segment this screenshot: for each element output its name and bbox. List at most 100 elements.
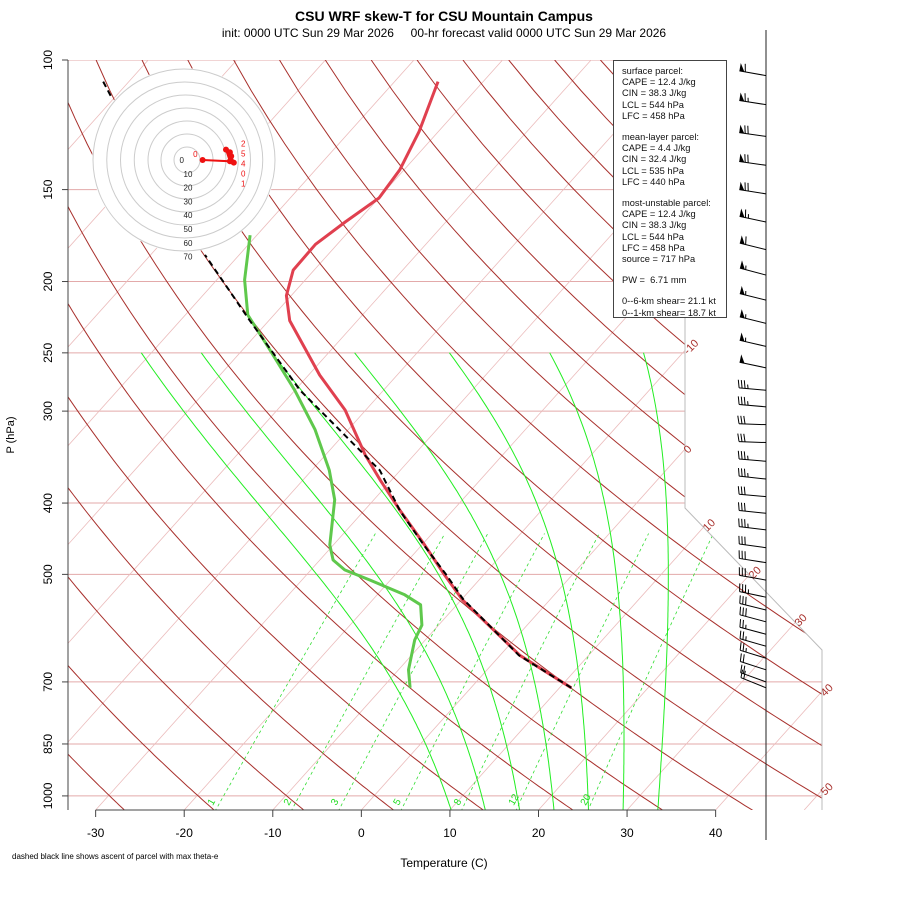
x-tick-label: 30 [620, 826, 634, 840]
hodograph-ring [147, 120, 227, 200]
hodograph-ring-label: 0 [180, 156, 185, 165]
moist-adiabat [448, 352, 589, 810]
wind-barb [738, 567, 767, 581]
wind-barb-feather [743, 451, 746, 460]
wind-barb-staff [739, 591, 767, 598]
wind-barb-staff [739, 403, 767, 408]
legend-line: LFC = 458 hPa [622, 242, 685, 253]
wind-barb [739, 630, 767, 647]
legend-line: 0--6-km shear= 21.1 kt [622, 296, 716, 307]
y-tick-label: 150 [41, 179, 55, 199]
hodograph-ring-label: 40 [184, 211, 193, 220]
wind-barb-pennant [739, 285, 745, 295]
wind-barb-pennant [739, 354, 745, 364]
chart-title: CSU WRF skew-T for CSU Mountain Campus [295, 8, 593, 24]
wind-barb [738, 550, 767, 564]
wind-barb-staff [739, 215, 767, 223]
hodograph-ring-label: 20 [184, 184, 193, 193]
wind-barb [738, 518, 767, 531]
mixing-ratio-line [290, 533, 446, 810]
dewpoint-line [243, 235, 424, 688]
wind-barb-feather [743, 380, 746, 389]
mixing-ratio-line [214, 533, 376, 810]
wind-barb-staff [739, 267, 767, 276]
wind-barb-feather [739, 606, 742, 615]
y-tick-label: 200 [41, 271, 55, 291]
mixing-ratio-label: 1 [206, 797, 219, 808]
mixing-ratio-line [515, 533, 649, 810]
hodograph-ring [133, 107, 239, 213]
legend-line: CIN = 38.3 J/kg [622, 88, 687, 99]
mixing-ratio-line [337, 533, 489, 810]
hodograph-point-label: 4 [241, 160, 246, 169]
isotherm [626, 60, 822, 810]
mixing-ratio-label: 3 [329, 797, 342, 808]
wind-barb-feather [740, 415, 743, 424]
dry-adiabat [233, 60, 822, 810]
wind-barb [738, 535, 767, 549]
wind-barb-feather [743, 670, 746, 679]
wind-barb-staff [739, 493, 767, 498]
wind-barb [739, 63, 767, 77]
wind-barb-feather [737, 486, 740, 495]
chart-subtitle: init: 0000 UTC Sun 29 Mar 2026 00-hr for… [222, 26, 667, 40]
wind-barb-feather [737, 502, 740, 511]
wind-barb-pennant [739, 235, 745, 245]
x-tick-label: 0 [358, 826, 365, 840]
hodograph-background [92, 68, 276, 252]
dry-adiabat [68, 60, 217, 810]
wind-barb [739, 285, 767, 301]
wind-barb-feather [740, 468, 743, 477]
isotherm-label: 10 [701, 517, 718, 534]
wind-barb-staff [740, 677, 767, 689]
isotherm [68, 60, 415, 810]
wind-barb-staff [739, 458, 767, 462]
hodograph-ring-label: 60 [184, 239, 193, 248]
wind-barb-staff [739, 557, 767, 564]
wind-barb [739, 354, 767, 369]
hodograph-ring [92, 68, 276, 252]
legend-line: surface parcel: [622, 66, 683, 76]
legend-line: most-unstable parcel: [622, 198, 711, 209]
wind-barb-feather [745, 608, 747, 617]
legend-line: mean-layer parcel: [622, 132, 699, 143]
dry-adiabat [279, 60, 822, 810]
parcel-legend: surface parcel: CAPE = 12.4 J/kg CIN = 38.… [613, 60, 727, 318]
mixing-ratio-line [587, 533, 714, 810]
wind-barb-feather [743, 502, 746, 512]
wind-barb-feather [740, 379, 743, 389]
wind-barb-feather [740, 502, 743, 511]
y-tick-label: 500 [41, 564, 55, 584]
isotherm [272, 60, 822, 810]
wind-barb-staff [739, 242, 767, 251]
wind-barb-feather [743, 415, 746, 425]
y-tick-label: 1000 [41, 782, 55, 809]
wind-barb [739, 235, 767, 251]
legend-line: CAPE = 4.4 J/kg [622, 143, 691, 154]
wind-barb-feather [739, 653, 742, 662]
profiles [102, 81, 573, 690]
dry-adiabat [68, 60, 396, 810]
wind-barb [737, 379, 767, 391]
x-tick-label: -20 [176, 826, 194, 840]
wind-barb-feather [737, 468, 740, 477]
wind-barb-feather [737, 396, 740, 405]
wind-barb [737, 450, 767, 462]
x-tick-label: 40 [709, 826, 723, 840]
legend-line: CAPE = 12.4 J/kg [622, 209, 696, 220]
hodograph-ring [120, 94, 251, 226]
wind-barb-staff [739, 189, 767, 195]
wind-barb [739, 332, 767, 347]
temperature-line [284, 81, 573, 690]
hodograph-point [230, 159, 237, 166]
wind-barb-feather [742, 619, 744, 629]
mixing-ratio-line [400, 533, 545, 810]
wind-barb-staff [739, 316, 767, 324]
legend-section: PW = 6.71 mm [622, 275, 726, 286]
wind-barb-staff [740, 660, 767, 671]
wind-barb-pennant [739, 153, 745, 163]
legend-line: 0--1-km shear= 18.7 kt [622, 307, 716, 318]
wind-barb-feather [740, 396, 743, 405]
